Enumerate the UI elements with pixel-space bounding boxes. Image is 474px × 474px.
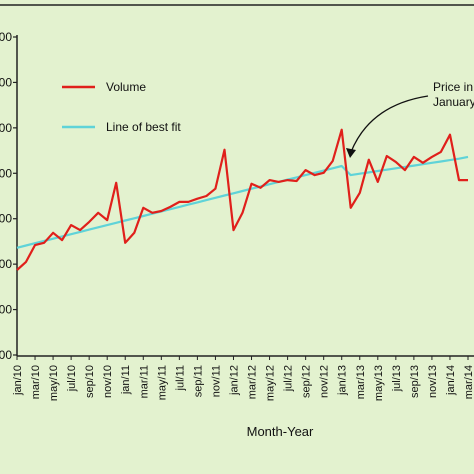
x-tick-label: sep/11: [192, 365, 204, 397]
series-line: [16, 155, 469, 249]
x-tick-label: mar/11: [138, 365, 150, 398]
x-tick-label: may/11: [156, 365, 168, 400]
x-tick-label: nov/13: [427, 365, 439, 398]
y-tick-label: 00: [0, 75, 12, 89]
x-tick-label: mar/14: [463, 365, 474, 399]
x-tick-label: jul/10: [66, 365, 78, 392]
x-tick-label: jan/14: [445, 365, 457, 396]
y-tick-label: 00: [0, 303, 12, 317]
y-tick-label: 00: [0, 212, 12, 226]
x-tick-label: may/13: [373, 365, 385, 401]
x-tick-label: may/10: [48, 365, 60, 401]
y-tick-label: 00: [0, 166, 12, 180]
y-tick-label: 00: [0, 30, 12, 44]
y-tick-label: 00: [0, 348, 12, 362]
x-tick-label: mar/12: [247, 365, 259, 399]
series-line: [16, 128, 468, 271]
annotation: January: [433, 95, 474, 109]
y-tick-label: 00: [0, 257, 12, 271]
x-axis-title: Month-Year: [247, 424, 314, 439]
x-tick-label: nov/10: [102, 365, 114, 398]
x-tick-label: nov/11: [210, 365, 222, 397]
x-tick-label: jan/10: [12, 365, 24, 396]
x-tick-label: mar/13: [355, 365, 367, 399]
x-tick-label: jan/11: [120, 365, 132, 395]
x-tick-label: mar/10: [30, 365, 42, 399]
y-tick-label: 00: [0, 121, 12, 135]
annotation-arrow: [350, 95, 429, 153]
x-tick-label: jan/13: [337, 365, 349, 396]
x-tick-label: nov/12: [319, 365, 331, 398]
x-tick-label: may/12: [265, 365, 277, 401]
legend-label: Line of best fit: [106, 120, 181, 134]
x-tick-label: jul/12: [283, 365, 295, 392]
arrow-head: [346, 148, 356, 158]
x-tick-label: sep/10: [84, 365, 96, 398]
x-tick-label: sep/12: [301, 365, 313, 398]
legend-label: Volume: [106, 80, 146, 94]
x-tick-label: sep/13: [409, 365, 421, 398]
x-tick-label: jul/11: [174, 365, 186, 391]
x-tick-label: jul/13: [391, 365, 403, 392]
x-tick-label: jan/12: [228, 365, 240, 396]
annotation: Price in: [433, 80, 473, 94]
